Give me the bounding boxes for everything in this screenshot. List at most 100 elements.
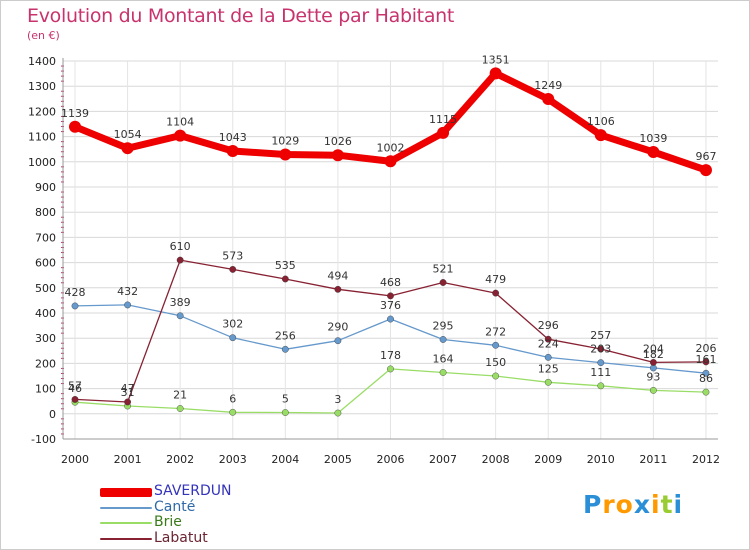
data-point-labatut: [176, 256, 184, 264]
y-tick-label: 600: [35, 257, 56, 270]
legend-swatch-cante: [100, 507, 152, 509]
data-point-brie: [597, 382, 605, 390]
data-label-brie: 21: [173, 389, 187, 402]
data-label-saverdun: 1106: [587, 115, 615, 128]
data-point-brie: [387, 365, 394, 373]
data-label-saverdun: 1351: [482, 53, 510, 66]
data-point-labatut: [702, 358, 710, 366]
x-tick-label: 2006: [376, 453, 404, 466]
data-label-cante: 203: [590, 343, 611, 356]
data-label-labatut: 296: [538, 319, 559, 332]
data-label-saverdun: 1002: [376, 141, 404, 154]
data-label-labatut: 535: [275, 259, 296, 272]
y-tick-label: 1000: [28, 156, 56, 169]
data-point-labatut: [544, 335, 552, 343]
data-point-saverdun: [279, 148, 292, 161]
data-label-brie: 125: [538, 362, 559, 375]
data-point-saverdun: [121, 142, 134, 155]
data-point-brie: [649, 386, 657, 394]
x-tick-label: 2012: [692, 453, 720, 466]
data-label-labatut: 57: [68, 379, 82, 392]
data-label-labatut: 204: [643, 342, 664, 355]
data-label-cante: 376: [380, 299, 401, 312]
data-point-brie: [439, 369, 447, 376]
data-label-brie: 111: [590, 366, 611, 379]
data-point-cante: [71, 302, 79, 310]
data-point-brie: [229, 408, 237, 416]
data-point-cante: [281, 345, 289, 353]
data-label-saverdun: 967: [695, 150, 716, 163]
y-tick-label: 800: [35, 206, 56, 219]
data-label-cante: 428: [65, 286, 86, 299]
data-point-saverdun: [542, 93, 555, 106]
data-point-saverdun: [594, 129, 607, 142]
data-point-cante: [702, 369, 710, 377]
series-layer: [69, 67, 712, 417]
data-point-saverdun: [437, 126, 450, 139]
data-label-brie: 93: [646, 370, 660, 383]
x-tick-label: 2000: [61, 453, 89, 466]
data-label-brie: 3: [334, 393, 341, 406]
data-label-cante: 302: [222, 318, 243, 331]
data-point-cante: [229, 334, 237, 342]
y-tick-label: 100: [35, 383, 56, 396]
data-point-labatut: [334, 285, 342, 293]
data-label-brie: 46: [68, 382, 82, 395]
data-point-brie: [334, 409, 342, 417]
data-label-labatut: 206: [695, 342, 716, 355]
chart-title: Evolution du Montant de la Dette par Hab…: [27, 5, 455, 27]
y-tick-label: 300: [35, 332, 56, 345]
data-point-labatut: [229, 266, 237, 273]
data-point-cante: [597, 359, 605, 367]
data-point-labatut: [649, 358, 657, 366]
x-tick-label: 2007: [429, 453, 457, 466]
data-point-labatut: [71, 396, 79, 403]
data-point-brie: [176, 405, 184, 412]
y-tick-label: 900: [35, 181, 56, 194]
x-tick-label: 2004: [271, 453, 299, 466]
legend-swatch-saverdun: [100, 488, 152, 497]
x-tick-label: 2010: [587, 453, 615, 466]
data-label-labatut: 494: [327, 269, 348, 282]
data-label-cante: 224: [538, 337, 559, 350]
logo-letter: P: [583, 490, 603, 519]
y-tick-label: 700: [35, 231, 56, 244]
data-point-cante: [176, 312, 184, 320]
grid-layer: [63, 60, 718, 440]
x-tick-label: 2011: [639, 453, 667, 466]
data-point-brie: [492, 372, 500, 380]
data-label-brie: 6: [229, 392, 236, 405]
data-label-brie: 164: [433, 352, 454, 365]
data-point-saverdun: [226, 144, 239, 157]
legend-label-labatut: Labatut: [154, 530, 208, 546]
x-tick-label: 2005: [324, 453, 352, 466]
data-label-saverdun: 1039: [639, 132, 667, 145]
data-label-brie: 31: [121, 386, 135, 399]
y-tick-label: 200: [35, 357, 56, 370]
data-label-brie: 86: [699, 372, 713, 385]
data-label-cante: 182: [643, 348, 664, 361]
data-point-brie: [281, 409, 289, 416]
data-label-cante: 432: [117, 285, 138, 298]
data-point-saverdun: [384, 155, 397, 168]
data-label-labatut: 468: [380, 276, 401, 289]
data-label-saverdun: 1054: [114, 128, 142, 141]
y-tick-label: -100: [31, 433, 56, 446]
legend-swatch-labatut: [100, 538, 152, 540]
y-tick-label: 0: [49, 408, 56, 421]
legend-label-cante: Canté: [154, 499, 196, 515]
data-point-labatut: [492, 289, 500, 297]
data-label-cante: 389: [170, 296, 191, 309]
data-point-saverdun: [647, 145, 660, 158]
axis-layer: -100 0 100 200 300 400 500 600 700 800 900 1000 1100…: [28, 55, 720, 466]
data-label-labatut: 257: [590, 329, 611, 342]
data-label-labatut: 479: [485, 273, 506, 286]
y-tick-label: 500: [35, 282, 56, 295]
data-label-labatut: 610: [170, 240, 191, 253]
data-point-cante: [544, 353, 552, 361]
data-point-saverdun: [331, 149, 344, 162]
legend-label-brie: Brie: [154, 514, 182, 530]
